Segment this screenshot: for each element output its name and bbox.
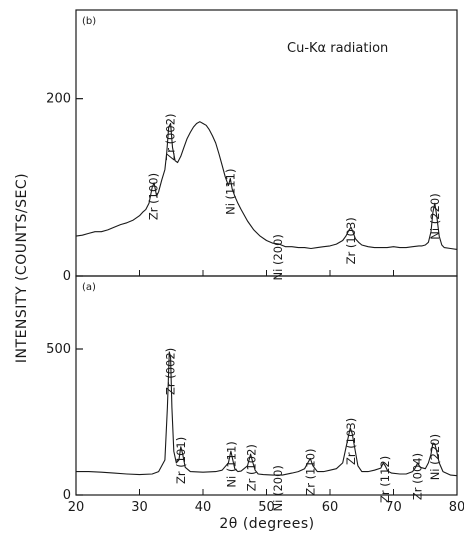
diffraction-pattern-line [76, 351, 458, 477]
y-tick-label: 0 [63, 269, 71, 284]
plot-frame [75, 275, 458, 496]
radiation-annotation: Cu-Kα radiation [287, 41, 388, 56]
y-tick-label: 0 [63, 488, 71, 503]
peak-label: Zr (100) [147, 173, 161, 220]
y-axis-title: INTENSITY (COUNTS/SEC) [14, 173, 30, 363]
x-tick-label: 80 [449, 500, 464, 515]
peak-label: Zr (002) [164, 114, 178, 161]
peak-label: Zr (004) [411, 453, 425, 500]
x-tick-label: 30 [131, 500, 148, 515]
peak-label: Ni (111) [223, 169, 237, 215]
peak-label: Ni (220) [428, 193, 442, 239]
x-tick-label: 70 [385, 500, 402, 515]
x-tick-label: 40 [195, 500, 212, 515]
peak-label: Zr (101) [174, 437, 188, 484]
peak-label: Ni (111) [225, 441, 239, 487]
peak-label: Zr (002) [164, 348, 178, 395]
x-axis-title: 2θ (degrees) [219, 516, 314, 532]
peak-label: Ni (200) [271, 465, 285, 511]
panel-a: (a) 500 0 Zr (002) Zr (101) Ni (111) Zr (102) N… [46, 275, 458, 511]
peak-label: Zr (112) [378, 456, 392, 503]
y-tick-label: 500 [46, 342, 71, 357]
peak-label: Zr (110) [303, 449, 317, 496]
x-tick-label: 50 [258, 500, 275, 515]
x-tick-label: 20 [68, 500, 85, 515]
plot-frame [75, 9, 458, 277]
peak-label: Ni (200) [271, 234, 285, 280]
peak-label: Ni (220) [428, 434, 442, 480]
peak-label: Zr (102) [244, 444, 258, 491]
x-axis: 20 30 40 50 60 70 80 [68, 500, 464, 515]
peak-label: Zr (103) [344, 418, 358, 465]
peak-label: Zr (103) [344, 217, 358, 264]
panel-tag: (b) [82, 16, 96, 27]
x-tick-label: 60 [322, 500, 339, 515]
panel-tag: (a) [82, 282, 96, 293]
panel-b: (b) 200 0 Zr (100)Zr (002) Ni (111) Ni (200) Z… [46, 9, 458, 284]
diffraction-pattern-line [75, 121, 458, 250]
y-tick-label: 200 [46, 92, 71, 107]
